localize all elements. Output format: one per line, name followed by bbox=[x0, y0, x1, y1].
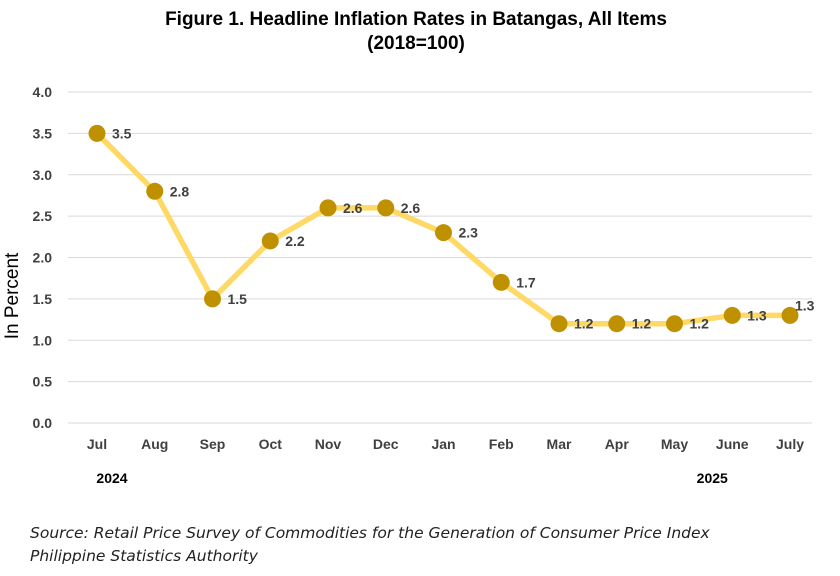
y-tick-label: 2.5 bbox=[33, 208, 53, 224]
x-tick-label: Apr bbox=[605, 436, 630, 452]
data-label: 2.2 bbox=[285, 233, 305, 249]
data-label: 2.6 bbox=[401, 200, 421, 216]
y-tick-label: 1.0 bbox=[33, 332, 53, 348]
y-tick-label: 3.5 bbox=[33, 125, 53, 141]
y-tick-label: 1.5 bbox=[33, 291, 53, 307]
x-tick-label: June bbox=[716, 436, 749, 452]
year-label: 2024 bbox=[96, 470, 127, 486]
data-point bbox=[666, 315, 683, 333]
chart-title: Figure 1. Headline Inflation Rates in Ba… bbox=[0, 8, 832, 56]
y-axis-ticks: 0.0 0.5 1.0 1.5 2.0 2.5 3.0 3.5 4.0 bbox=[33, 84, 53, 431]
chart-title-line2: (2018=100) bbox=[367, 33, 465, 54]
data-label: 1.2 bbox=[574, 316, 594, 332]
year-label: 2025 bbox=[697, 470, 728, 486]
data-point bbox=[146, 182, 164, 200]
x-tick-label: Dec bbox=[373, 436, 399, 452]
x-tick-label: Feb bbox=[489, 436, 514, 452]
x-tick-label: Nov bbox=[315, 436, 342, 452]
line-chart: 0.0 0.5 1.0 1.5 2.0 2.5 3.0 3.5 4.0 In Percent J… bbox=[2, 84, 815, 486]
data-label: 1.5 bbox=[228, 291, 248, 307]
source-line2: Philippine Statistics Authority bbox=[30, 547, 258, 565]
x-tick-label: July bbox=[776, 436, 804, 452]
data-label: 1.2 bbox=[690, 316, 710, 332]
data-point bbox=[492, 273, 510, 291]
data-point bbox=[261, 232, 279, 250]
data-point bbox=[88, 124, 106, 142]
data-point bbox=[204, 290, 221, 308]
x-tick-label: Aug bbox=[141, 436, 168, 452]
data-point bbox=[319, 199, 337, 217]
year-labels: 2024 2025 bbox=[96, 470, 728, 486]
source-line1: Source: Retail Price Survey of Commoditi… bbox=[30, 524, 710, 542]
chart-title-line1: Figure 1. Headline Inflation Rates in Ba… bbox=[165, 9, 667, 30]
x-tick-label: Sep bbox=[200, 436, 226, 452]
y-tick-label: 0.5 bbox=[33, 374, 53, 390]
y-axis-label: In Percent bbox=[2, 252, 23, 339]
x-tick-label: Jul bbox=[87, 436, 107, 452]
data-label: 1.3 bbox=[747, 307, 767, 323]
y-tick-label: 0.0 bbox=[33, 415, 53, 431]
x-tick-label: Jan bbox=[431, 436, 455, 452]
data-label: 2.8 bbox=[170, 183, 190, 199]
source-note: Source: Retail Price Survey of Commoditi… bbox=[30, 522, 710, 568]
data-label: 1.2 bbox=[632, 316, 652, 332]
data-point bbox=[608, 315, 626, 333]
data-labels: 3.5 2.8 1.5 2.2 2.6 2.6 2.3 1.7 1.2 1.2 1.2 1.3 1.3 bbox=[112, 125, 815, 331]
data-label: 1.7 bbox=[516, 274, 536, 290]
x-tick-label: Mar bbox=[547, 436, 572, 452]
x-tick-label: Oct bbox=[259, 436, 283, 452]
data-label: 2.3 bbox=[459, 225, 479, 241]
data-point bbox=[723, 306, 741, 324]
y-tick-label: 4.0 bbox=[33, 84, 53, 100]
data-point bbox=[435, 224, 452, 242]
gridlines bbox=[68, 91, 812, 424]
y-tick-label: 3.0 bbox=[33, 167, 53, 183]
x-tick-label: May bbox=[661, 436, 688, 452]
data-label: 1.3 bbox=[795, 297, 815, 313]
data-label: 3.5 bbox=[112, 125, 132, 141]
data-point bbox=[550, 315, 568, 333]
x-axis-ticks: Jul Aug Sep Oct Nov Dec Jan Feb Mar Apr May June Jul… bbox=[87, 436, 804, 452]
data-points bbox=[88, 124, 799, 333]
data-label: 2.6 bbox=[343, 200, 363, 216]
data-point bbox=[781, 306, 799, 324]
y-tick-label: 2.0 bbox=[33, 250, 53, 266]
data-point bbox=[377, 199, 395, 217]
